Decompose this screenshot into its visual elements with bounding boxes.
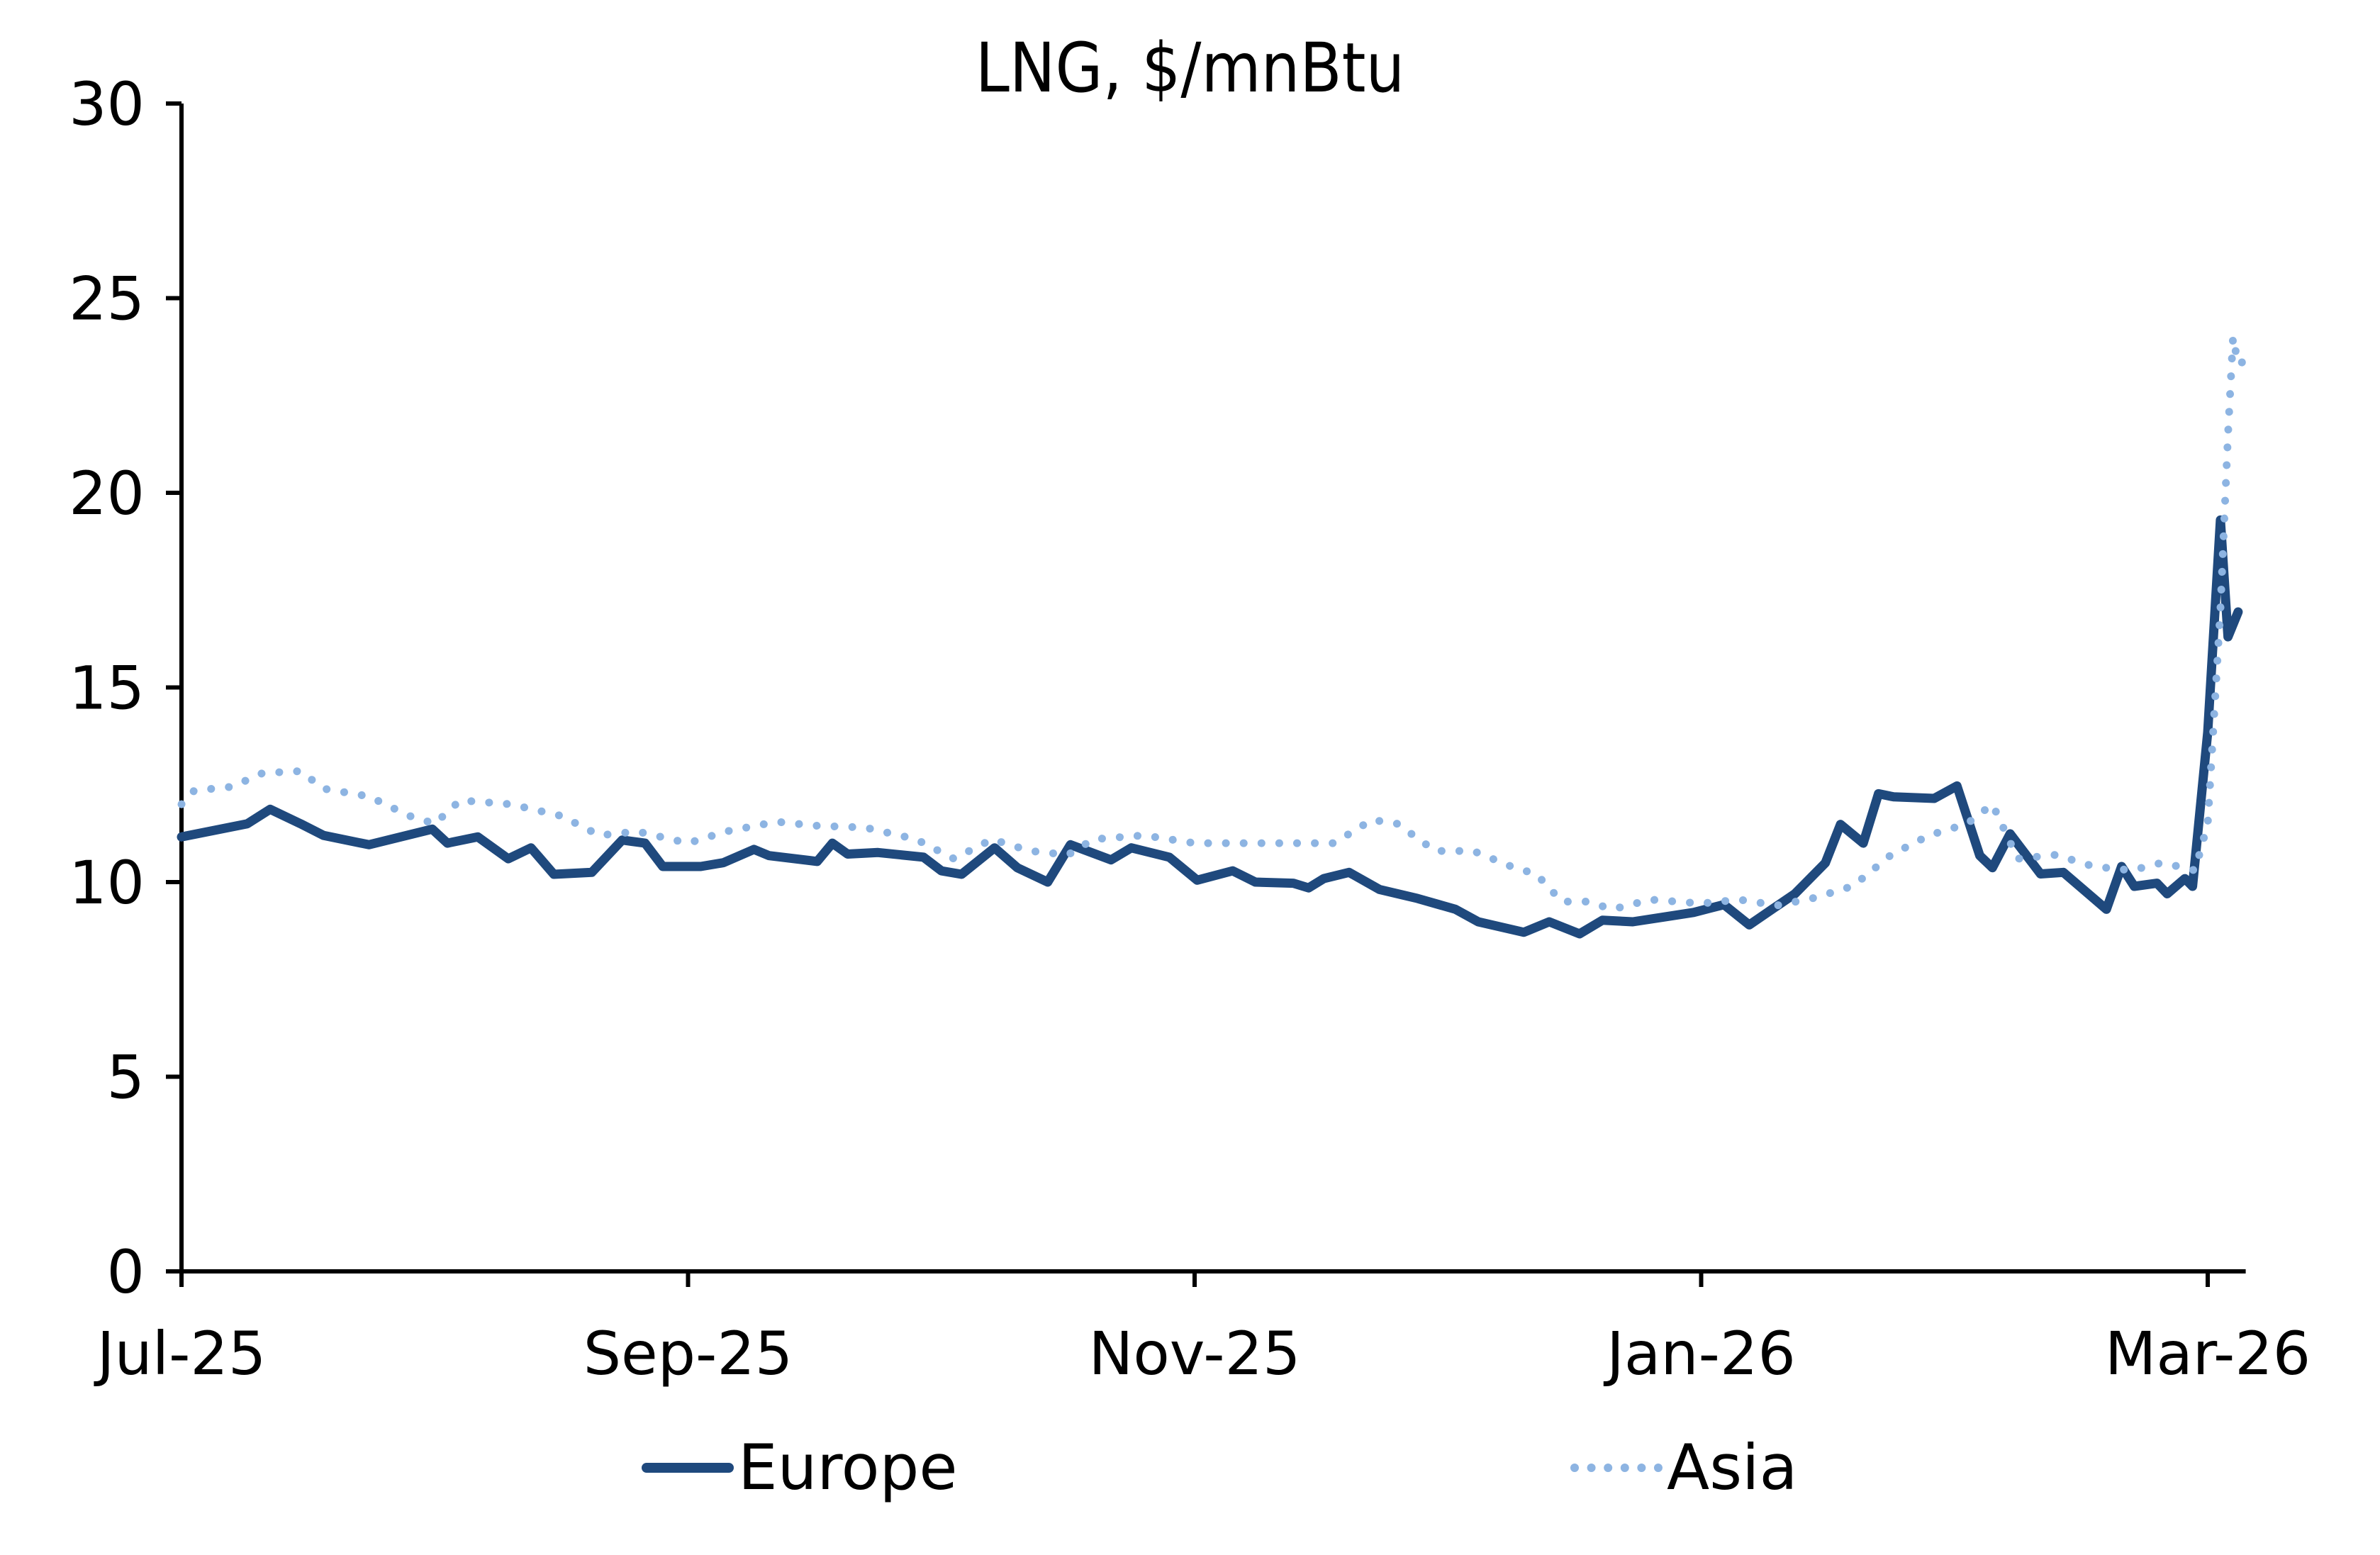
- legend-item-asia: Asia: [1570, 1431, 1797, 1504]
- series-line-europe: [177, 515, 2243, 939]
- x-tick-label: Nov-25: [1089, 1319, 1301, 1388]
- dotted-line-swatch-icon: [1570, 1463, 1663, 1472]
- solid-line-swatch-icon: [642, 1462, 734, 1473]
- y-tick-label: 0: [107, 1237, 145, 1307]
- legend-label-europe: Europe: [738, 1431, 958, 1504]
- y-tick-label: 15: [69, 654, 145, 723]
- y-tick-label: 30: [69, 69, 145, 139]
- y-tick-label: 20: [69, 459, 145, 528]
- x-tick-label: Jan-26: [1603, 1319, 1796, 1388]
- x-tick-label: Mar-26: [2105, 1319, 2311, 1388]
- x-tick-label: Jul-25: [94, 1319, 267, 1388]
- y-tick-label: 10: [69, 848, 145, 918]
- y-tick-label: 25: [69, 264, 145, 334]
- y-tick-label: 5: [107, 1043, 145, 1113]
- legend-item-europe: Europe: [642, 1431, 957, 1504]
- chart-title: LNG, $/mnBtu: [975, 28, 1405, 108]
- x-tick-label: Sep-25: [583, 1319, 793, 1388]
- legend: Europe Asia: [0, 1431, 2380, 1516]
- series-line-asia: [177, 333, 2250, 913]
- legend-label-asia: Asia: [1667, 1431, 1798, 1504]
